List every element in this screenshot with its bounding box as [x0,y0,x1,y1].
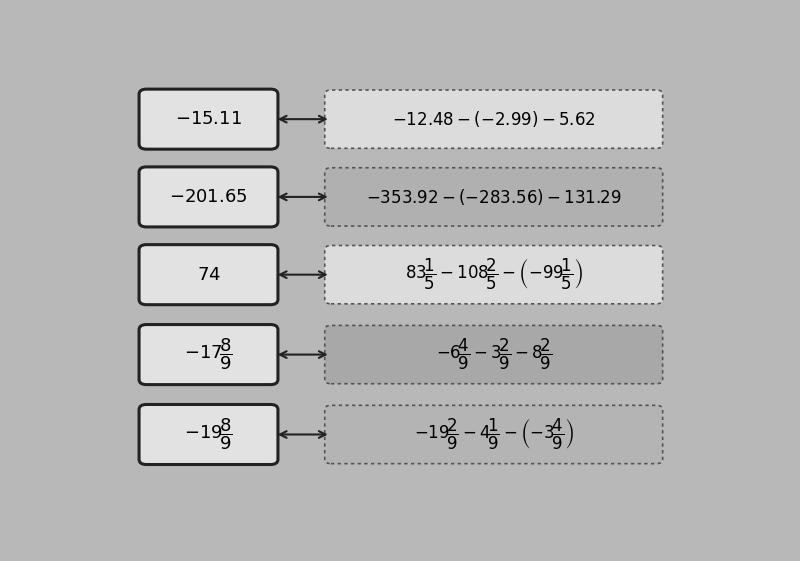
Text: $83\!\dfrac{1}{5}-108\!\dfrac{2}{5}-\left(-99\!\dfrac{1}{5}\right)$: $83\!\dfrac{1}{5}-108\!\dfrac{2}{5}-\lef… [405,257,582,292]
Text: $74$: $74$ [197,266,221,284]
FancyBboxPatch shape [139,325,278,385]
Text: $-19\!\dfrac{8}{9}$: $-19\!\dfrac{8}{9}$ [184,417,233,452]
Text: $-17\!\dfrac{8}{9}$: $-17\!\dfrac{8}{9}$ [184,337,233,373]
FancyBboxPatch shape [325,168,662,226]
FancyBboxPatch shape [325,246,662,304]
FancyBboxPatch shape [139,167,278,227]
Text: $-19\!\dfrac{2}{9}-4\!\dfrac{1}{9}-\left(-3\!\dfrac{4}{9}\right)$: $-19\!\dfrac{2}{9}-4\!\dfrac{1}{9}-\left… [414,417,574,452]
FancyBboxPatch shape [325,90,662,148]
FancyBboxPatch shape [325,406,662,463]
Text: $-201.65$: $-201.65$ [170,188,248,206]
FancyBboxPatch shape [325,325,662,384]
Text: $-12.48-(-2.99)-5.62$: $-12.48-(-2.99)-5.62$ [392,109,595,129]
Text: $-15.11$: $-15.11$ [175,110,242,128]
FancyBboxPatch shape [139,404,278,465]
Text: $-6\!\dfrac{4}{9}-3\!\dfrac{2}{9}-8\!\dfrac{2}{9}$: $-6\!\dfrac{4}{9}-3\!\dfrac{2}{9}-8\!\df… [435,337,552,372]
FancyBboxPatch shape [139,245,278,305]
FancyBboxPatch shape [139,89,278,149]
Text: $-353.92-(-283.56)-131.29$: $-353.92-(-283.56)-131.29$ [366,187,622,207]
